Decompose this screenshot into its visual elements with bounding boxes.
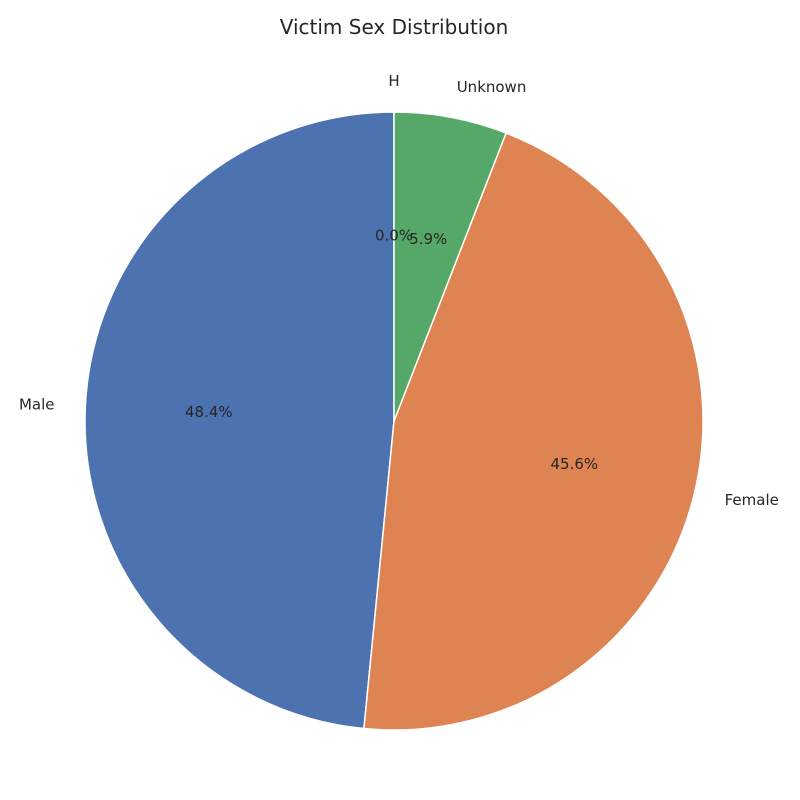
chart-title: Victim Sex Distribution (280, 15, 509, 39)
slice-label-h: H (388, 72, 399, 90)
slice-label-female: Female (725, 491, 779, 509)
pie-slices (84, 111, 704, 731)
slice-label-unknown: Unknown (457, 78, 527, 96)
pct-label-female: 45.6% (551, 455, 599, 473)
slice-label-male: Male (19, 395, 55, 413)
pie-labels: Male 48.4% Female 45.6% Unknown 5.9% H 0.0% (19, 72, 779, 509)
pie-slice-unknown (393, 111, 508, 422)
pie-slice-male (84, 111, 395, 730)
pct-label-unknown: 5.9% (409, 230, 447, 248)
pct-label-h: 0.0% (375, 227, 413, 245)
pct-label-male: 48.4% (185, 403, 233, 421)
